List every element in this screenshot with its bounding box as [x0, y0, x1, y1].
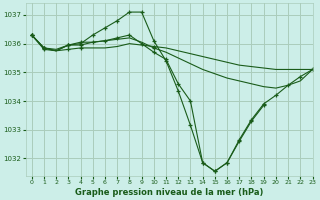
X-axis label: Graphe pression niveau de la mer (hPa): Graphe pression niveau de la mer (hPa) — [75, 188, 263, 197]
